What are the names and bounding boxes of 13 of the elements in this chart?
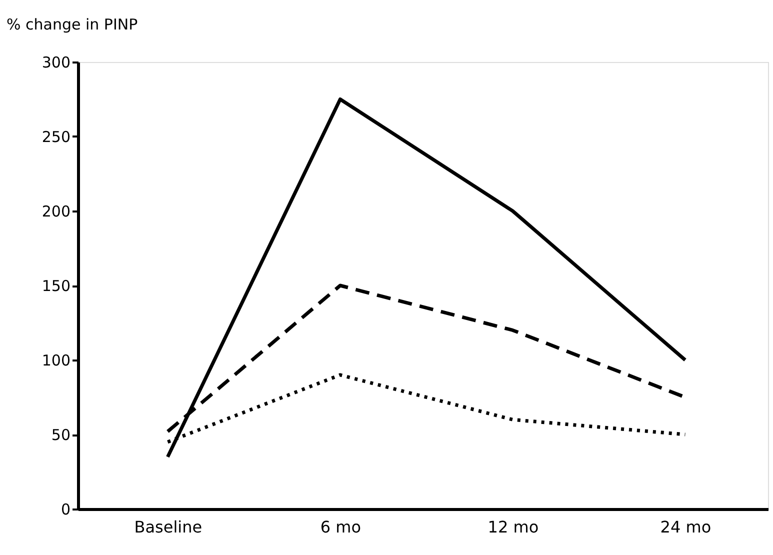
x-tick-label: 24 mo <box>660 518 712 536</box>
y-tick-label: 0 <box>60 500 70 518</box>
x-tick-label: 6 mo <box>320 518 362 536</box>
y-tick-label: 50 <box>51 426 70 444</box>
y-tick-label: 200 <box>42 202 70 220</box>
x-tick-label: 12 mo <box>488 518 539 536</box>
y-tick-label: 150 <box>42 277 70 295</box>
y-tick-label: 300 <box>42 54 70 72</box>
y-tick-label: 250 <box>42 128 70 146</box>
y-tick-label: 100 <box>42 352 70 370</box>
y-axis-title: % change in PINP <box>6 16 138 34</box>
line-series <box>166 98 687 459</box>
x-tick-label: Baseline <box>134 518 202 536</box>
